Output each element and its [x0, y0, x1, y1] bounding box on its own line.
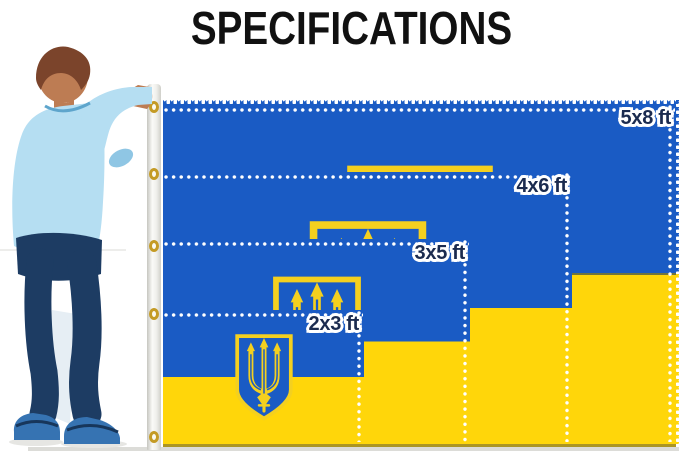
size-label-outline: 4x6 ft	[514, 172, 570, 200]
size-label-text: 4x6 ft	[516, 175, 568, 197]
stitch-line-icon	[164, 242, 469, 246]
stitch-line-icon	[164, 175, 571, 179]
page-title: SPECIFICATIONS	[190, 2, 513, 54]
stitch-line-icon	[357, 311, 361, 442]
size-label-5x8: 5x8 ft 5x8 ft	[618, 104, 674, 132]
size-label-outline: 5x8 ft	[618, 104, 674, 132]
grommet-icon	[149, 101, 159, 113]
person-holding-flagpole-icon	[9, 46, 153, 448]
grommet-icon	[149, 240, 159, 252]
size-label-text: 3x5 ft	[414, 242, 466, 264]
stitch-line-icon	[565, 173, 569, 442]
stitch-line-icon	[668, 105, 672, 442]
size-label-outline: 2x3 ft	[306, 310, 362, 338]
size-label-2x3: 2x3 ft 2x3 ft	[306, 310, 362, 338]
stitch-line-icon	[463, 240, 467, 442]
stitch-line-icon	[164, 108, 675, 112]
stitch-line-icon	[164, 313, 363, 317]
size-label-text: 2x3 ft	[308, 313, 360, 335]
size-label-outline: 3x5 ft	[412, 239, 468, 267]
flag-2x3: 2x3 ft 2x3 ft	[163, 310, 364, 444]
ground-shadow	[28, 447, 679, 451]
size-label-text: 5x8 ft	[620, 107, 672, 129]
size-label-3x5: 3x5 ft 3x5 ft	[412, 239, 468, 267]
trident-emblem-icon	[232, 332, 294, 422]
size-label-4x6: 4x6 ft 4x6 ft	[514, 172, 570, 200]
serrated-edge-right	[676, 274, 679, 444]
serrated-edge-right	[676, 100, 679, 274]
serrated-edge-top	[163, 99, 679, 104]
grommet-icon	[149, 168, 159, 180]
grommet-icon	[149, 431, 159, 443]
grommet-icon	[149, 308, 159, 320]
